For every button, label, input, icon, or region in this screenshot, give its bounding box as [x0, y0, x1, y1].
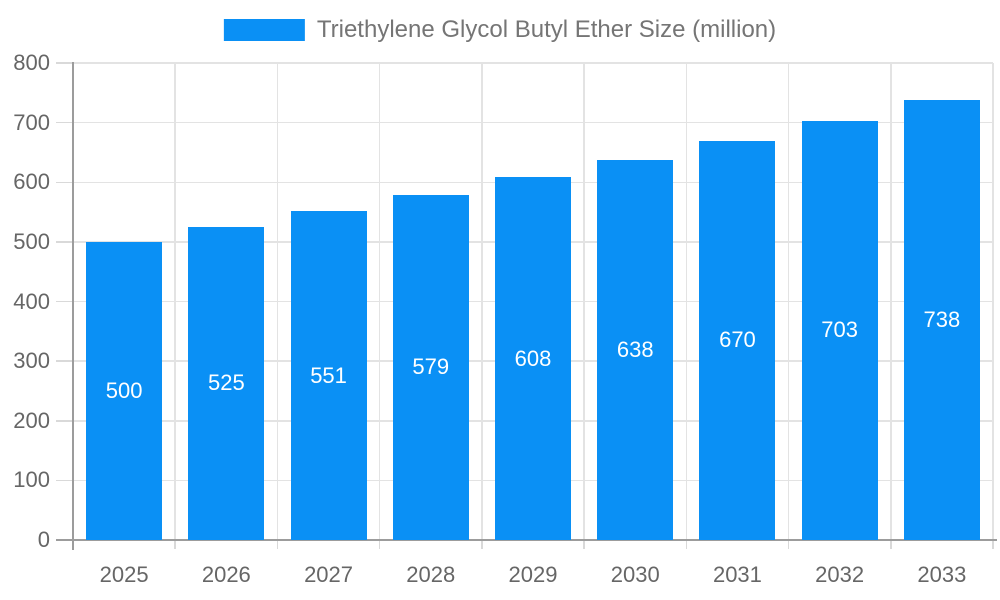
bar-2029[interactable] — [495, 177, 571, 540]
bar-2030[interactable] — [597, 159, 674, 540]
v-gridline — [787, 63, 790, 540]
y-tick-mark — [56, 241, 73, 243]
x-tick-mark — [378, 540, 381, 549]
x-tick-mark — [992, 540, 994, 549]
x-axis-line — [56, 539, 997, 541]
x-tick-label: 2031 — [712, 562, 762, 587]
bar-value-label: 670 — [719, 327, 756, 353]
bar-2031[interactable] — [699, 140, 776, 540]
y-tick-label: 700 — [13, 109, 50, 135]
v-gridline — [583, 63, 585, 540]
x-tick-mark — [685, 540, 688, 549]
bar-value-label: 638 — [616, 336, 654, 362]
y-tick-label: 300 — [13, 348, 50, 374]
legend-label: Triethylene Glycol Butyl Ether Size (mil… — [316, 16, 777, 43]
y-tick-mark — [56, 121, 73, 124]
y-tick-label: 600 — [13, 169, 50, 195]
y-tick-mark — [56, 300, 73, 303]
v-gridline — [890, 63, 892, 540]
x-tick-mark — [174, 540, 176, 549]
bar-value-label: 738 — [923, 306, 961, 332]
y-tick-label: 800 — [13, 50, 50, 75]
x-tick-label: 2029 — [508, 562, 558, 587]
y-tick-label: 500 — [13, 228, 50, 254]
y-tick-label: 0 — [37, 527, 50, 552]
bar-2026[interactable] — [188, 226, 265, 540]
x-tick-mark — [276, 540, 279, 549]
h-gridline — [73, 62, 993, 64]
y-tick-mark — [56, 181, 73, 183]
x-tick-label: 2025 — [99, 562, 149, 587]
v-gridline — [685, 63, 688, 540]
bar-value-label: 525 — [207, 370, 245, 396]
bar-2025[interactable] — [86, 241, 163, 540]
x-tick-label: 2032 — [815, 562, 865, 587]
x-tick-label: 2033 — [917, 562, 967, 587]
x-tick-label: 2026 — [201, 562, 251, 587]
x-tick-label: 2030 — [610, 562, 660, 587]
x-tick-label: 2028 — [406, 562, 456, 587]
v-gridline — [992, 63, 994, 540]
bar-2032[interactable] — [801, 120, 878, 540]
y-tick-label: 200 — [13, 407, 50, 433]
v-gridline — [276, 63, 279, 540]
y-tick-label: 400 — [13, 288, 50, 314]
v-gridline — [378, 63, 381, 540]
bar-value-label: 551 — [310, 362, 347, 388]
x-tick-mark — [787, 540, 790, 549]
bar-value-label: 579 — [412, 354, 450, 380]
x-tick-mark — [583, 540, 585, 549]
y-tick-label: 100 — [13, 467, 50, 493]
legend[interactable]: Triethylene Glycol Butyl Ether Size (mil… — [223, 16, 777, 44]
bar-2033[interactable] — [903, 99, 980, 540]
y-tick-mark — [56, 479, 73, 482]
bar-value-label: 703 — [821, 317, 859, 343]
bar-value-label: 608 — [514, 345, 552, 371]
bar-2027[interactable] — [290, 211, 367, 540]
bar-value-label: 500 — [105, 377, 143, 403]
x-tick-mark — [481, 540, 483, 549]
bar-2028[interactable] — [392, 194, 469, 540]
v-gridline — [174, 63, 176, 540]
y-tick-mark — [56, 360, 73, 362]
v-gridline — [481, 63, 483, 540]
legend-swatch — [223, 19, 305, 41]
y-axis-line — [72, 62, 74, 550]
y-tick-mark — [56, 420, 73, 422]
x-tick-mark — [890, 540, 892, 549]
h-gridline — [73, 121, 993, 124]
x-tick-label: 2027 — [304, 562, 354, 587]
y-tick-mark — [56, 62, 73, 64]
